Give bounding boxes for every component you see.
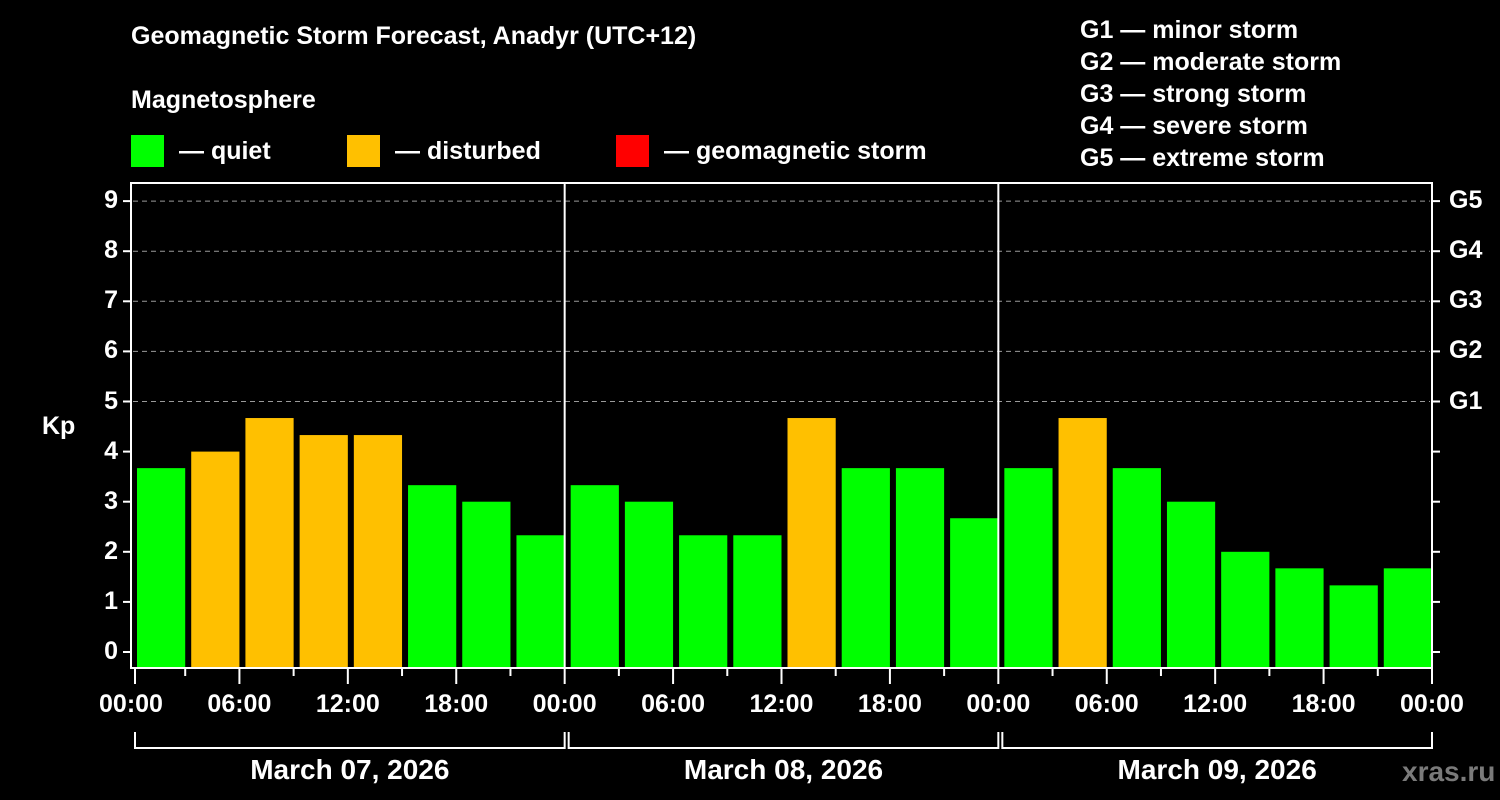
x-tick-label: 06:00 bbox=[641, 690, 706, 718]
x-tick-label: 06:00 bbox=[207, 690, 272, 718]
g4-legend: G4 — severe storm bbox=[1080, 112, 1308, 140]
kp-bar bbox=[137, 468, 186, 667]
kp-bar bbox=[570, 485, 619, 667]
kp-bar bbox=[245, 418, 294, 667]
legend-storm: — geomagnetic storm bbox=[616, 134, 927, 168]
g2-legend: G2 — moderate storm bbox=[1080, 48, 1342, 76]
y-axis-label: Kp bbox=[42, 412, 76, 440]
legend-quiet-label: — quiet bbox=[179, 136, 271, 165]
g-tick-label: G2 bbox=[1449, 336, 1483, 365]
disturbed-swatch bbox=[347, 135, 380, 167]
chart-title: Geomagnetic Storm Forecast, Anadyr (UTC+… bbox=[131, 22, 697, 50]
g-scale-legend: G1 — minor storm G2 — moderate storm G3 … bbox=[1080, 14, 1341, 174]
kp-bar bbox=[516, 535, 565, 667]
kp-bar bbox=[1112, 468, 1161, 667]
g-tick-label: G3 bbox=[1449, 286, 1483, 315]
quiet-swatch bbox=[131, 135, 164, 167]
x-tick-label: 18:00 bbox=[857, 690, 922, 718]
x-tick-label: 12:00 bbox=[1183, 690, 1248, 718]
x-tick-label: 00:00 bbox=[532, 690, 597, 718]
g3-legend: G3 — strong storm bbox=[1080, 80, 1307, 108]
kp-bar bbox=[1383, 568, 1432, 667]
kp-bar bbox=[353, 435, 403, 667]
y-tick-label: 9 bbox=[104, 186, 118, 215]
kp-bar bbox=[624, 501, 674, 667]
kp-bar bbox=[462, 501, 511, 667]
day-bracket bbox=[567, 732, 1000, 749]
y-tick-label: 3 bbox=[104, 486, 118, 515]
day-bracket bbox=[1001, 732, 1433, 749]
x-tick-label: 12:00 bbox=[315, 690, 380, 718]
g-tick-label: G4 bbox=[1449, 236, 1483, 265]
x-tick-label: 18:00 bbox=[1291, 690, 1356, 718]
kp-bar bbox=[1329, 585, 1378, 667]
y-tick-label: 4 bbox=[104, 436, 118, 465]
watermark: xras.ru bbox=[1402, 756, 1496, 787]
g1-legend: G1 — minor storm bbox=[1080, 16, 1299, 44]
y-tick-label: 0 bbox=[104, 637, 118, 665]
legend-quiet: — quiet bbox=[131, 134, 271, 168]
storm-swatch bbox=[616, 135, 649, 167]
y-tick-label: 1 bbox=[104, 586, 118, 615]
kp-bar bbox=[1221, 551, 1270, 667]
legend-disturbed: — disturbed bbox=[347, 134, 541, 168]
kp-bar bbox=[1058, 418, 1107, 667]
kp-bar bbox=[1004, 468, 1053, 667]
day-bracket bbox=[134, 732, 566, 749]
day-label: March 08, 2026 bbox=[683, 754, 884, 785]
legend-storm-label: — geomagnetic storm bbox=[664, 136, 927, 165]
kp-bar bbox=[408, 485, 457, 667]
x-tick-label: 06:00 bbox=[1074, 690, 1139, 718]
x-tick-label: 00:00 bbox=[99, 690, 163, 718]
y-tick-label: 6 bbox=[104, 336, 118, 365]
kp-bar bbox=[841, 468, 890, 667]
g-tick-label: G1 bbox=[1449, 386, 1483, 415]
y-tick-label: 7 bbox=[104, 286, 118, 315]
y-tick-label: 8 bbox=[104, 236, 118, 265]
kp-bar bbox=[787, 418, 836, 667]
g-tick-label: G5 bbox=[1449, 186, 1483, 215]
kp-bar bbox=[733, 535, 782, 667]
kp-bar bbox=[1275, 568, 1324, 667]
day-label: March 09, 2026 bbox=[1117, 754, 1317, 785]
kp-bar bbox=[1166, 501, 1216, 667]
y-tick-label: 5 bbox=[104, 386, 118, 415]
g5-legend: G5 — extreme storm bbox=[1080, 144, 1325, 172]
x-tick-label: 12:00 bbox=[749, 690, 814, 718]
day-label: March 07, 2026 bbox=[250, 754, 450, 785]
y-tick-label: 2 bbox=[104, 536, 118, 565]
legend-disturbed-label: — disturbed bbox=[395, 136, 541, 165]
kp-bar bbox=[191, 451, 240, 667]
kp-bar bbox=[679, 535, 728, 667]
kp-bar bbox=[950, 518, 999, 667]
kp-bar bbox=[895, 468, 945, 667]
x-tick-label: 00:00 bbox=[1400, 690, 1464, 718]
kp-bar bbox=[299, 435, 348, 667]
x-tick-label: 00:00 bbox=[966, 690, 1031, 718]
chart-subtitle: Magnetosphere bbox=[131, 86, 316, 114]
x-tick-label: 18:00 bbox=[424, 690, 489, 718]
